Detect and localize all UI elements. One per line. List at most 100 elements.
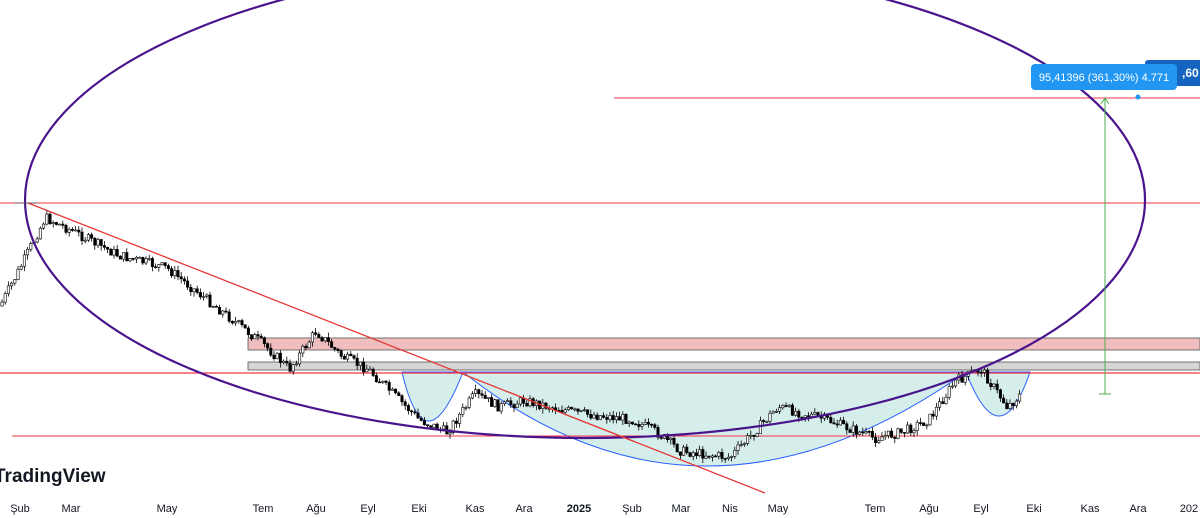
candle [195,285,199,295]
candle-body [378,381,382,384]
support-zone [247,361,1200,371]
candle-body [352,355,356,359]
candle-body [781,405,785,409]
candle-body [525,402,529,407]
candle [733,446,737,460]
candle-body [224,310,228,313]
candle [1014,399,1018,409]
candle [995,379,999,394]
candle-body [947,386,951,398]
candle [310,330,314,347]
candle [941,396,945,405]
candle [378,378,382,384]
candle-body [150,258,154,267]
candle [918,417,922,426]
candle-body [762,420,766,423]
candle-body [560,410,564,413]
candle-body [659,437,663,439]
candle-body [243,324,247,329]
candle [874,432,878,448]
candle-body [768,412,772,422]
candle [3,291,7,305]
candle [454,417,458,428]
candle [698,445,702,458]
candle [285,356,289,367]
candle [774,408,778,414]
candle [640,421,644,430]
candle-body [909,424,913,434]
candle-body [474,389,478,395]
candle [608,412,612,423]
candle [950,381,954,389]
candle-body [362,361,366,373]
candle-body [166,265,170,269]
measure-tool[interactable]: ,60 95,41396 (361,30%) 4.771 [1031,60,1200,395]
candle [630,421,634,425]
candle-body [291,364,295,372]
candle [362,357,366,376]
candle [70,227,74,232]
candle-body [368,368,372,371]
candle-body [925,424,929,427]
candle-body [586,409,590,415]
candle [794,407,798,417]
candle [118,255,122,260]
candle-body [941,401,945,404]
candle-body [387,382,391,391]
candle [394,388,398,395]
candle-body [867,431,871,433]
candle [902,432,906,438]
x-tick-label: Mar [62,503,81,515]
candle [403,399,407,410]
candle-body [838,419,842,426]
candle-body [938,401,942,408]
candle-body [19,266,23,270]
candle [282,359,286,365]
candle [189,284,193,296]
candle [992,382,996,390]
candle-body [93,237,97,246]
candle-body [570,406,574,410]
candle [186,276,190,290]
candle [1002,394,1006,404]
candle [368,366,372,371]
candle [243,324,247,329]
candle-body [573,408,577,411]
candle-body [339,350,343,357]
candle-body [67,229,71,233]
candle-body [864,431,868,434]
candle-body [854,425,858,435]
candle [934,402,938,420]
candle [576,408,580,415]
candle-body [26,248,30,256]
candle-body [810,413,814,417]
candle-body [170,268,174,277]
candle-body [627,421,631,424]
candle-body [486,397,490,399]
candle-body [646,421,650,425]
candle [701,446,705,464]
candle-body [0,301,4,307]
candle [931,410,935,420]
candle-body [576,408,580,412]
candle-body [285,360,289,364]
candle-body [323,337,327,342]
x-tick-label: Ağu [306,503,326,515]
candle-body [464,407,468,409]
candle-body [861,431,865,434]
candle-body [35,238,39,243]
candle [128,258,132,263]
candle [854,424,858,439]
candle [115,245,119,258]
candle-body [1018,393,1022,402]
candle-body [749,434,753,437]
candle [54,221,58,226]
candle [928,413,932,426]
candle [96,237,100,249]
candle-body [74,229,78,232]
candle-body [518,397,522,405]
candle-body [765,420,769,423]
candle [458,412,462,428]
candle-body [221,310,225,315]
